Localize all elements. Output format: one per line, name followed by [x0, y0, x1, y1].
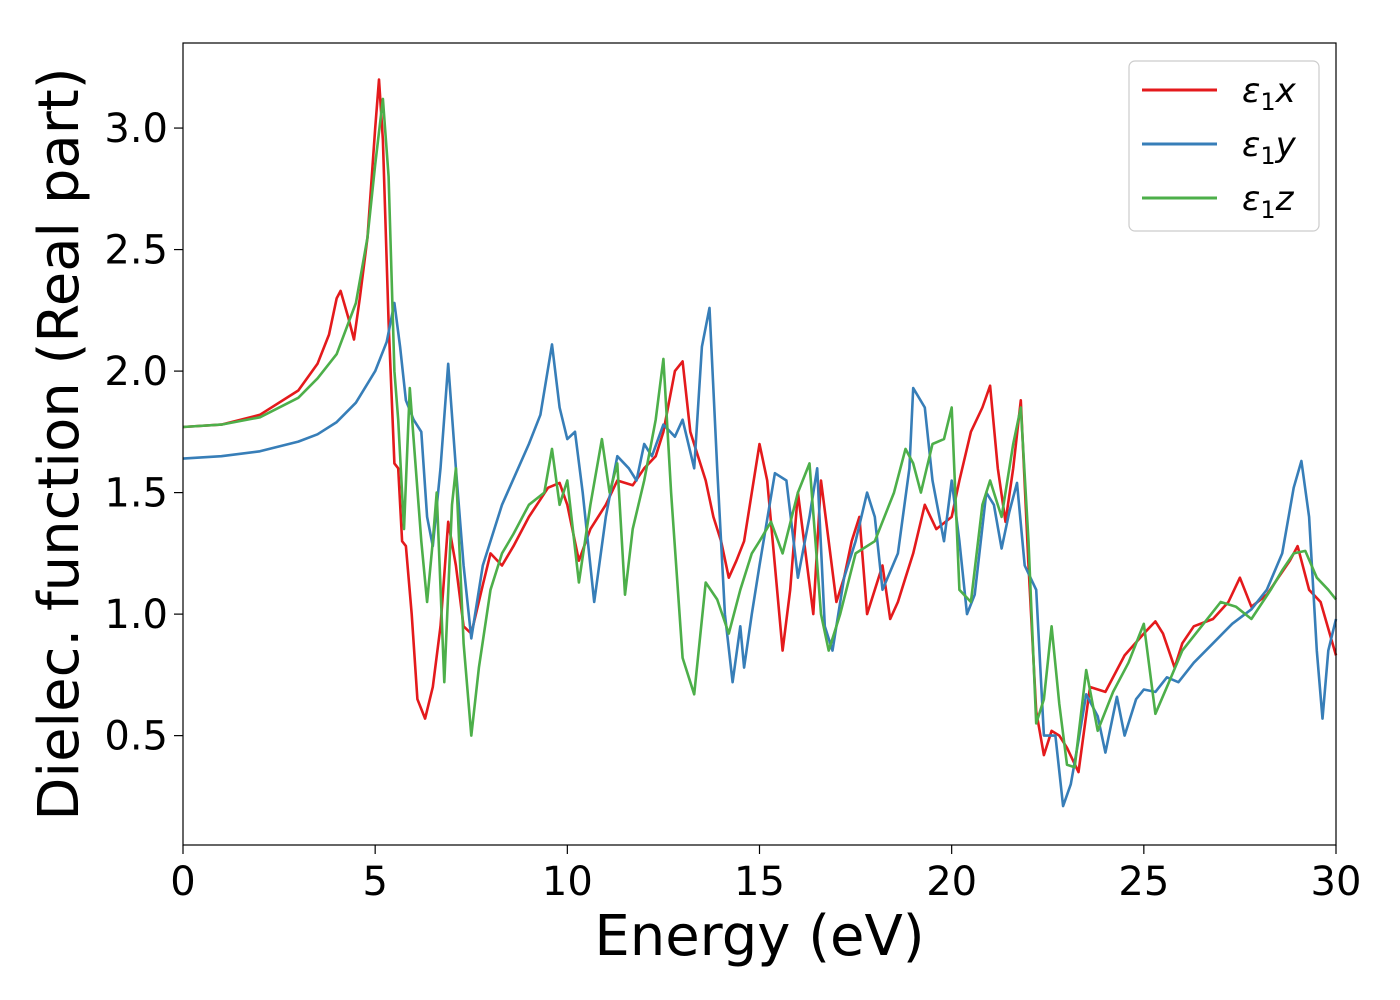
legend-label: ε1y	[1242, 125, 1297, 170]
y-tick-label: 2.0	[104, 349, 168, 395]
legend-label-main: ε	[1242, 179, 1260, 219]
y-axis-ticks	[174, 127, 183, 737]
legend-label-main: ε	[1242, 125, 1260, 165]
x-axis-tick-labels: 0 5 10 15 20 25 30	[170, 859, 1361, 905]
legend-label-suffix: z	[1275, 179, 1295, 219]
x-tick-label: 10	[542, 859, 593, 905]
y-tick-label: 1.0	[104, 592, 168, 638]
y-axis-title: Dielec. function (Real part)	[27, 67, 92, 820]
x-tick-label: 30	[1311, 859, 1362, 905]
x-tick-label: 20	[926, 859, 977, 905]
legend-label-subscript: 1	[1260, 88, 1275, 116]
y-tick-label: 0.5	[104, 714, 168, 760]
legend-label-subscript: 1	[1260, 196, 1275, 224]
x-tick-label: 5	[362, 859, 387, 905]
legend-label-main: ε	[1242, 71, 1260, 111]
legend-label-suffix: y	[1275, 125, 1297, 165]
x-axis-title: Energy (eV)	[594, 904, 924, 969]
y-tick-label: 3.0	[104, 106, 168, 152]
legend-label: ε1x	[1242, 71, 1297, 116]
series-line-z	[182, 97, 1338, 769]
x-tick-label: 15	[734, 859, 785, 905]
plot-frame	[182, 42, 1337, 846]
legend-label-suffix: x	[1275, 71, 1297, 111]
y-tick-label: 1.5	[104, 471, 168, 517]
y-axis-tick-labels: 0.5 1.0 1.5 2.0 2.5 3.0	[104, 106, 168, 760]
plot-series	[182, 78, 1338, 808]
y-tick-label: 2.5	[104, 228, 168, 274]
x-axis-ticks	[182, 845, 1337, 854]
legend-label: ε1z	[1242, 179, 1295, 224]
x-tick-label: 0	[170, 859, 195, 905]
legend-box	[1128, 60, 1320, 232]
x-tick-label: 25	[1118, 859, 1169, 905]
legend-label-subscript: 1	[1260, 142, 1275, 170]
series-line-y	[182, 301, 1338, 808]
